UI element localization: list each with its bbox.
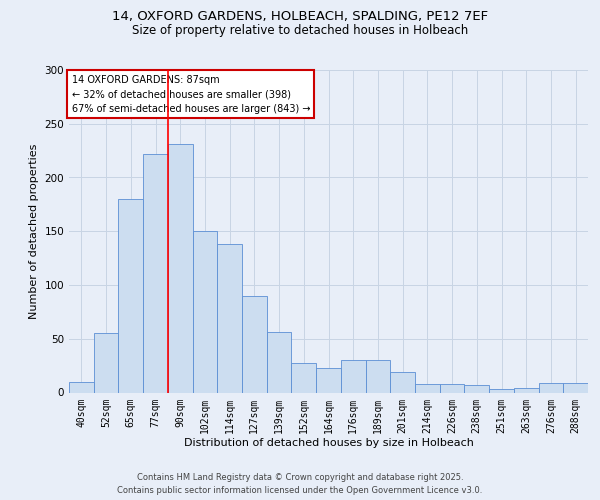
Bar — [489, 390, 514, 392]
Bar — [143, 154, 168, 392]
Bar — [563, 383, 588, 392]
Bar — [415, 384, 440, 392]
Text: 14, OXFORD GARDENS, HOLBEACH, SPALDING, PE12 7EF: 14, OXFORD GARDENS, HOLBEACH, SPALDING, … — [112, 10, 488, 23]
Bar — [514, 388, 539, 392]
Bar — [365, 360, 390, 392]
Bar — [267, 332, 292, 392]
X-axis label: Distribution of detached houses by size in Holbeach: Distribution of detached houses by size … — [184, 438, 473, 448]
Bar — [390, 372, 415, 392]
Bar — [341, 360, 365, 392]
Bar — [464, 385, 489, 392]
Bar — [217, 244, 242, 392]
Bar — [69, 382, 94, 392]
Bar — [118, 199, 143, 392]
Bar — [316, 368, 341, 392]
Bar — [242, 296, 267, 392]
Bar — [193, 231, 217, 392]
Y-axis label: Number of detached properties: Number of detached properties — [29, 144, 39, 319]
Bar — [292, 364, 316, 392]
Bar — [440, 384, 464, 392]
Bar — [539, 383, 563, 392]
Text: Size of property relative to detached houses in Holbeach: Size of property relative to detached ho… — [132, 24, 468, 37]
Bar — [94, 334, 118, 392]
Text: Contains HM Land Registry data © Crown copyright and database right 2025.
Contai: Contains HM Land Registry data © Crown c… — [118, 473, 482, 495]
Text: 14 OXFORD GARDENS: 87sqm
← 32% of detached houses are smaller (398)
67% of semi-: 14 OXFORD GARDENS: 87sqm ← 32% of detach… — [71, 75, 310, 114]
Bar — [168, 144, 193, 392]
